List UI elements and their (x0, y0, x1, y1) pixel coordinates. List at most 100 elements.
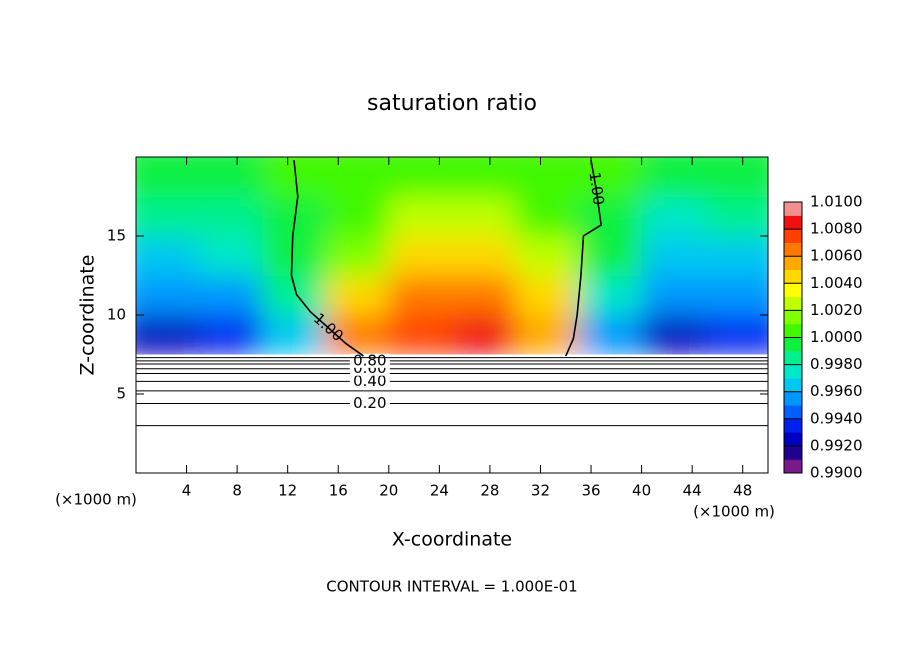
footer-note: CONTOUR INTERVAL = 1.000E-01 (326, 578, 577, 596)
contour-line (290, 160, 364, 357)
field-cell (641, 196, 706, 237)
colorbar-swatch (784, 391, 802, 406)
field-cells (136, 157, 768, 355)
field-cell (136, 157, 200, 197)
contour-label: 1.00 (585, 171, 607, 207)
x-tick-label: 48 (733, 482, 752, 500)
field-cell (325, 157, 390, 197)
colorbar-swatch (784, 445, 802, 460)
field-cell (388, 275, 453, 316)
field-cell (388, 157, 453, 197)
colorbar-label: 0.9960 (810, 382, 863, 400)
y-axis-label: Z-coordinate (77, 255, 99, 376)
contour-label: 0.20 (353, 394, 386, 412)
chart-title: saturation ratio (367, 91, 537, 116)
field-cell (641, 275, 706, 316)
field-cell (452, 236, 516, 276)
colorbar-swatch (784, 215, 802, 230)
colorbar-swatch (784, 256, 802, 271)
colorbar-swatch (784, 405, 802, 420)
colorbar-label: 0.9980 (810, 355, 863, 373)
field-cell (515, 157, 579, 197)
x-tick-label: 36 (581, 482, 600, 500)
field-cell (704, 315, 768, 355)
x-tick-label: 16 (329, 482, 348, 500)
colorbar-swatch (784, 242, 802, 257)
field-cell (388, 196, 453, 237)
field-cell (704, 236, 768, 276)
field-cell (515, 236, 579, 276)
colorbar-label: 1.0080 (810, 220, 863, 238)
colorbar-label: 1.0100 (810, 193, 863, 211)
y-unit: (×1000 m) (55, 491, 137, 509)
colorbar-label: 1.0000 (810, 328, 863, 346)
field-cell (515, 196, 579, 237)
field-cell (262, 315, 327, 355)
field-cell (325, 236, 390, 276)
field-cell (388, 315, 453, 355)
field-cell (578, 315, 643, 355)
field-cell (641, 236, 706, 276)
colorbar-swatch (784, 296, 802, 311)
colorbar-swatch (784, 364, 802, 379)
contour-label: 0.80 (353, 351, 386, 369)
x-tick-label: 28 (480, 482, 499, 500)
field-cell (136, 315, 200, 355)
field-cell (262, 275, 327, 316)
colorbar-swatch (784, 310, 802, 325)
colorbar-swatch (784, 269, 802, 284)
field-cell (452, 275, 516, 316)
x-tick-label: 4 (182, 482, 192, 500)
field-cell (452, 196, 516, 237)
field-cell (388, 236, 453, 276)
field-cell (136, 236, 200, 276)
field-cell (199, 157, 263, 197)
x-unit: (×1000 m) (693, 503, 775, 521)
colorbar-label: 0.9940 (810, 409, 863, 427)
field-cell (578, 196, 643, 237)
colorbar-swatch (784, 283, 802, 298)
contour-label-bg (349, 396, 390, 411)
y-tick-label: 10 (107, 306, 126, 324)
x-axis-label: X-coordinate (392, 529, 512, 551)
x-tick-label: 20 (379, 482, 398, 500)
x-tick-label: 40 (632, 482, 651, 500)
contour-label: 0.40 (353, 372, 386, 390)
field-cell (452, 315, 516, 355)
field-cell (136, 275, 200, 316)
contour-line (565, 160, 603, 357)
field-cell (641, 315, 706, 355)
colorbar-swatch (784, 418, 802, 433)
field-cell (199, 236, 263, 276)
lower-region (136, 354, 768, 473)
colorbar-swatch (784, 229, 802, 243)
x-tick-label: 12 (278, 482, 297, 500)
field-cell (199, 196, 263, 237)
colorbar-label: 0.9920 (810, 436, 863, 454)
field-cell (578, 236, 643, 276)
x-tick-label: 32 (531, 482, 550, 500)
x-tick-label: 8 (232, 482, 242, 500)
colorbar-label: 1.0060 (810, 247, 863, 265)
y-tick-label: 15 (107, 227, 126, 245)
field-cell (515, 275, 579, 316)
colorbar-label: 1.0040 (810, 274, 863, 292)
field-cell (136, 196, 200, 237)
field-cell (578, 157, 643, 197)
field (136, 157, 768, 355)
field-cell (325, 275, 390, 316)
field-cell (704, 196, 768, 237)
field-cell (325, 196, 390, 237)
colorbar-swatch (784, 202, 802, 216)
field-cell (452, 157, 516, 197)
colorbar-label: 0.9900 (810, 464, 863, 482)
field-cell (199, 275, 263, 316)
colorbar-swatch (784, 351, 802, 365)
field-cell (704, 157, 768, 197)
overlay: 0.200.400.600.801.001.004 8 12 16 20 24 28 32 36… (107, 156, 863, 500)
x-tick-label: 44 (683, 482, 702, 500)
field-cell (262, 196, 327, 237)
field-cell (199, 315, 263, 355)
colorbar-swatch (784, 337, 802, 352)
